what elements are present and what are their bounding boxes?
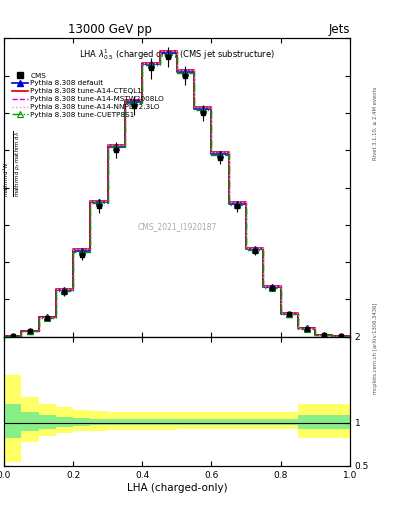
Text: LHA $\lambda^{1}_{0.5}$ (charged only) (CMS jet substructure): LHA $\lambda^{1}_{0.5}$ (charged only) (… [79,47,275,62]
Text: mcplots.cern.ch [arXiv:1306.3436]: mcplots.cern.ch [arXiv:1306.3436] [373,303,378,394]
X-axis label: LHA (charged-only): LHA (charged-only) [127,482,227,493]
Text: Rivet 3.1.10, ≥ 2.4M events: Rivet 3.1.10, ≥ 2.4M events [373,86,378,160]
Text: CMS_2021_I1920187: CMS_2021_I1920187 [137,222,217,231]
Legend: CMS, Pythia 8.308 default, Pythia 8.308 tune-A14-CTEQL1, Pythia 8.308 tune-A14-M: CMS, Pythia 8.308 default, Pythia 8.308 … [11,72,165,119]
Text: Jets: Jets [328,23,350,36]
Text: 13000 GeV pp: 13000 GeV pp [68,23,152,36]
Text: $\mathrm{mathrm\,d}^2N$
$\overline{\mathrm{mathrm\,d}\,p_T\,\mathrm{mathrm\,d}\,: $\mathrm{mathrm\,d}^2N$ $\overline{\math… [2,131,23,197]
